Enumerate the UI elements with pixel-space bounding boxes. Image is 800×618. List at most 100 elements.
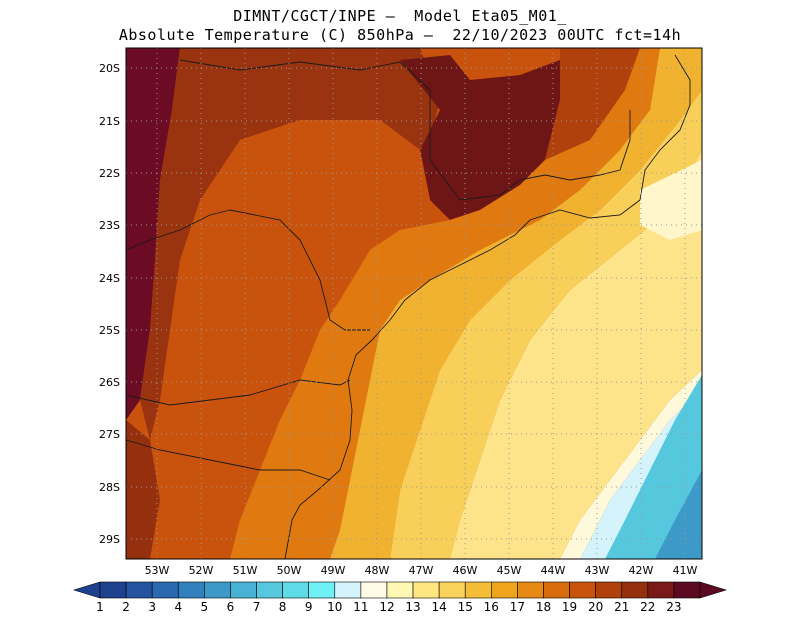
colorbar-swatch [621,581,649,599]
colorbar-swatch [673,581,701,599]
lat-label: 20S [99,62,120,75]
colorbar-label: 7 [253,600,261,614]
lon-label: 49W [321,564,346,577]
state-border-sp-pr [229,209,370,331]
colorbar-arrow-low [72,581,101,599]
lat-label: 28S [99,481,120,494]
coastline [284,54,691,559]
colorbar-label: 1 [96,600,104,614]
colorbar-label: 10 [327,600,342,614]
colorbar-label: 5 [201,600,209,614]
grid-lines [126,48,702,559]
colorbar-swatch [438,581,466,599]
longitude-labels: 53W 52W 51W 50W 49W 48W 47W 46W 45W 44W … [145,564,698,577]
boundaries [126,54,691,559]
colorbar-swatch [334,581,362,599]
region-dark-hot-west [126,48,180,420]
colorbar-swatch [204,581,231,599]
colorbar-swatch [125,581,153,599]
region-hot-interior [140,48,440,440]
colorbar-label: 4 [174,600,182,614]
colorbar-swatch [491,581,518,599]
lat-label: 26S [99,376,120,389]
region-ocean-pale [560,370,702,559]
temperature-field [126,48,702,559]
colorbar-swatch [386,581,414,599]
colorbar-swatch [595,581,623,599]
lon-label: 48W [365,564,390,577]
state-border-pr-sc [126,379,351,406]
lat-label: 27S [99,428,120,441]
region-ocean-cool [605,375,702,559]
state-border-sp-mg [179,59,521,201]
colorbar-label: 14 [431,600,446,614]
colorbar-label: 17 [510,600,525,614]
colorbar-swatch [412,581,440,599]
lat-label: 22S [99,167,120,180]
colorbar-label: 2 [122,600,130,614]
colorbar-swatch [517,581,544,599]
state-border-sc-rs [126,439,331,481]
region-dark-northeast [400,55,560,220]
colorbar-swatch [151,581,179,599]
region-hot-southwest [126,420,160,559]
latitude-labels: 20S 21S 22S 23S 24S 25S 26S 27S 28S 29S [99,62,120,546]
colorbar-label: 15 [458,600,473,614]
region-ocean-warm [330,48,702,559]
colorbar-arrow-high [699,581,728,599]
colorbar-label: 11 [353,600,368,614]
lon-label: 53W [145,564,170,577]
region-ocean-pale-northeast [640,160,702,240]
colorbar-label: 23 [666,600,681,614]
colorbar-swatch [360,581,388,599]
colorbar-label: 21 [614,600,629,614]
lat-label: 25S [99,324,120,337]
lon-label: 47W [409,564,434,577]
lat-label: 24S [99,272,120,285]
colorbar-label: 3 [148,600,156,614]
lon-label: 46W [453,564,478,577]
colorbar-swatch [99,581,127,599]
colorbar-swatch [464,581,492,599]
colorbar-label: 16 [484,600,499,614]
colorbar-label: 13 [405,600,420,614]
colorbar-swatch [282,581,309,599]
lon-label: 41W [673,564,698,577]
lat-label: 29S [99,533,120,546]
state-border-rj-mg [519,110,631,181]
region-warm-interior [180,120,430,559]
region-ocean-yellow [390,90,702,559]
colorbar-label: 22 [640,600,655,614]
colorbar-label: 12 [379,600,394,614]
region-hot-northeast [545,48,640,160]
lat-label: 21S [99,115,120,128]
colorbar-swatch [647,581,675,599]
region-ocean-colder [655,470,702,559]
colorbar-swatch [308,581,336,599]
colorbar-label: 6 [227,600,235,614]
lon-label: 42W [629,564,654,577]
colorbar-label: 8 [279,600,287,614]
state-border-ms-sp [126,209,231,251]
colorbar: 1 2 3 4 5 6 7 8 9 10 11 12 13 14 15 16 17 18 19 20 21 22 23 [72,581,728,614]
lon-label: 44W [541,564,566,577]
region-coastal-orange [230,48,660,559]
lon-label: 52W [189,564,214,577]
colorbar-swatch [256,581,283,599]
colorbar-label: 18 [536,600,551,614]
map-title-line1: DIMNT/CGCT/INPE – Model Eta05_M01_ [233,7,567,25]
lon-label: 51W [233,564,258,577]
lon-label: 50W [277,564,302,577]
lon-label: 43W [585,564,610,577]
colorbar-swatch [569,581,596,599]
plot-frame [125,47,703,560]
lat-label: 23S [99,219,120,232]
colorbar-swatch [177,581,205,599]
colorbar-swatch [543,581,570,599]
colorbar-label: 19 [562,600,577,614]
map-title-line2: Absolute Temperature (C) 850hPa – 22/10/… [118,26,682,44]
lon-label: 45W [497,564,522,577]
colorbar-label: 9 [305,600,313,614]
region-ocean-light [450,150,702,559]
